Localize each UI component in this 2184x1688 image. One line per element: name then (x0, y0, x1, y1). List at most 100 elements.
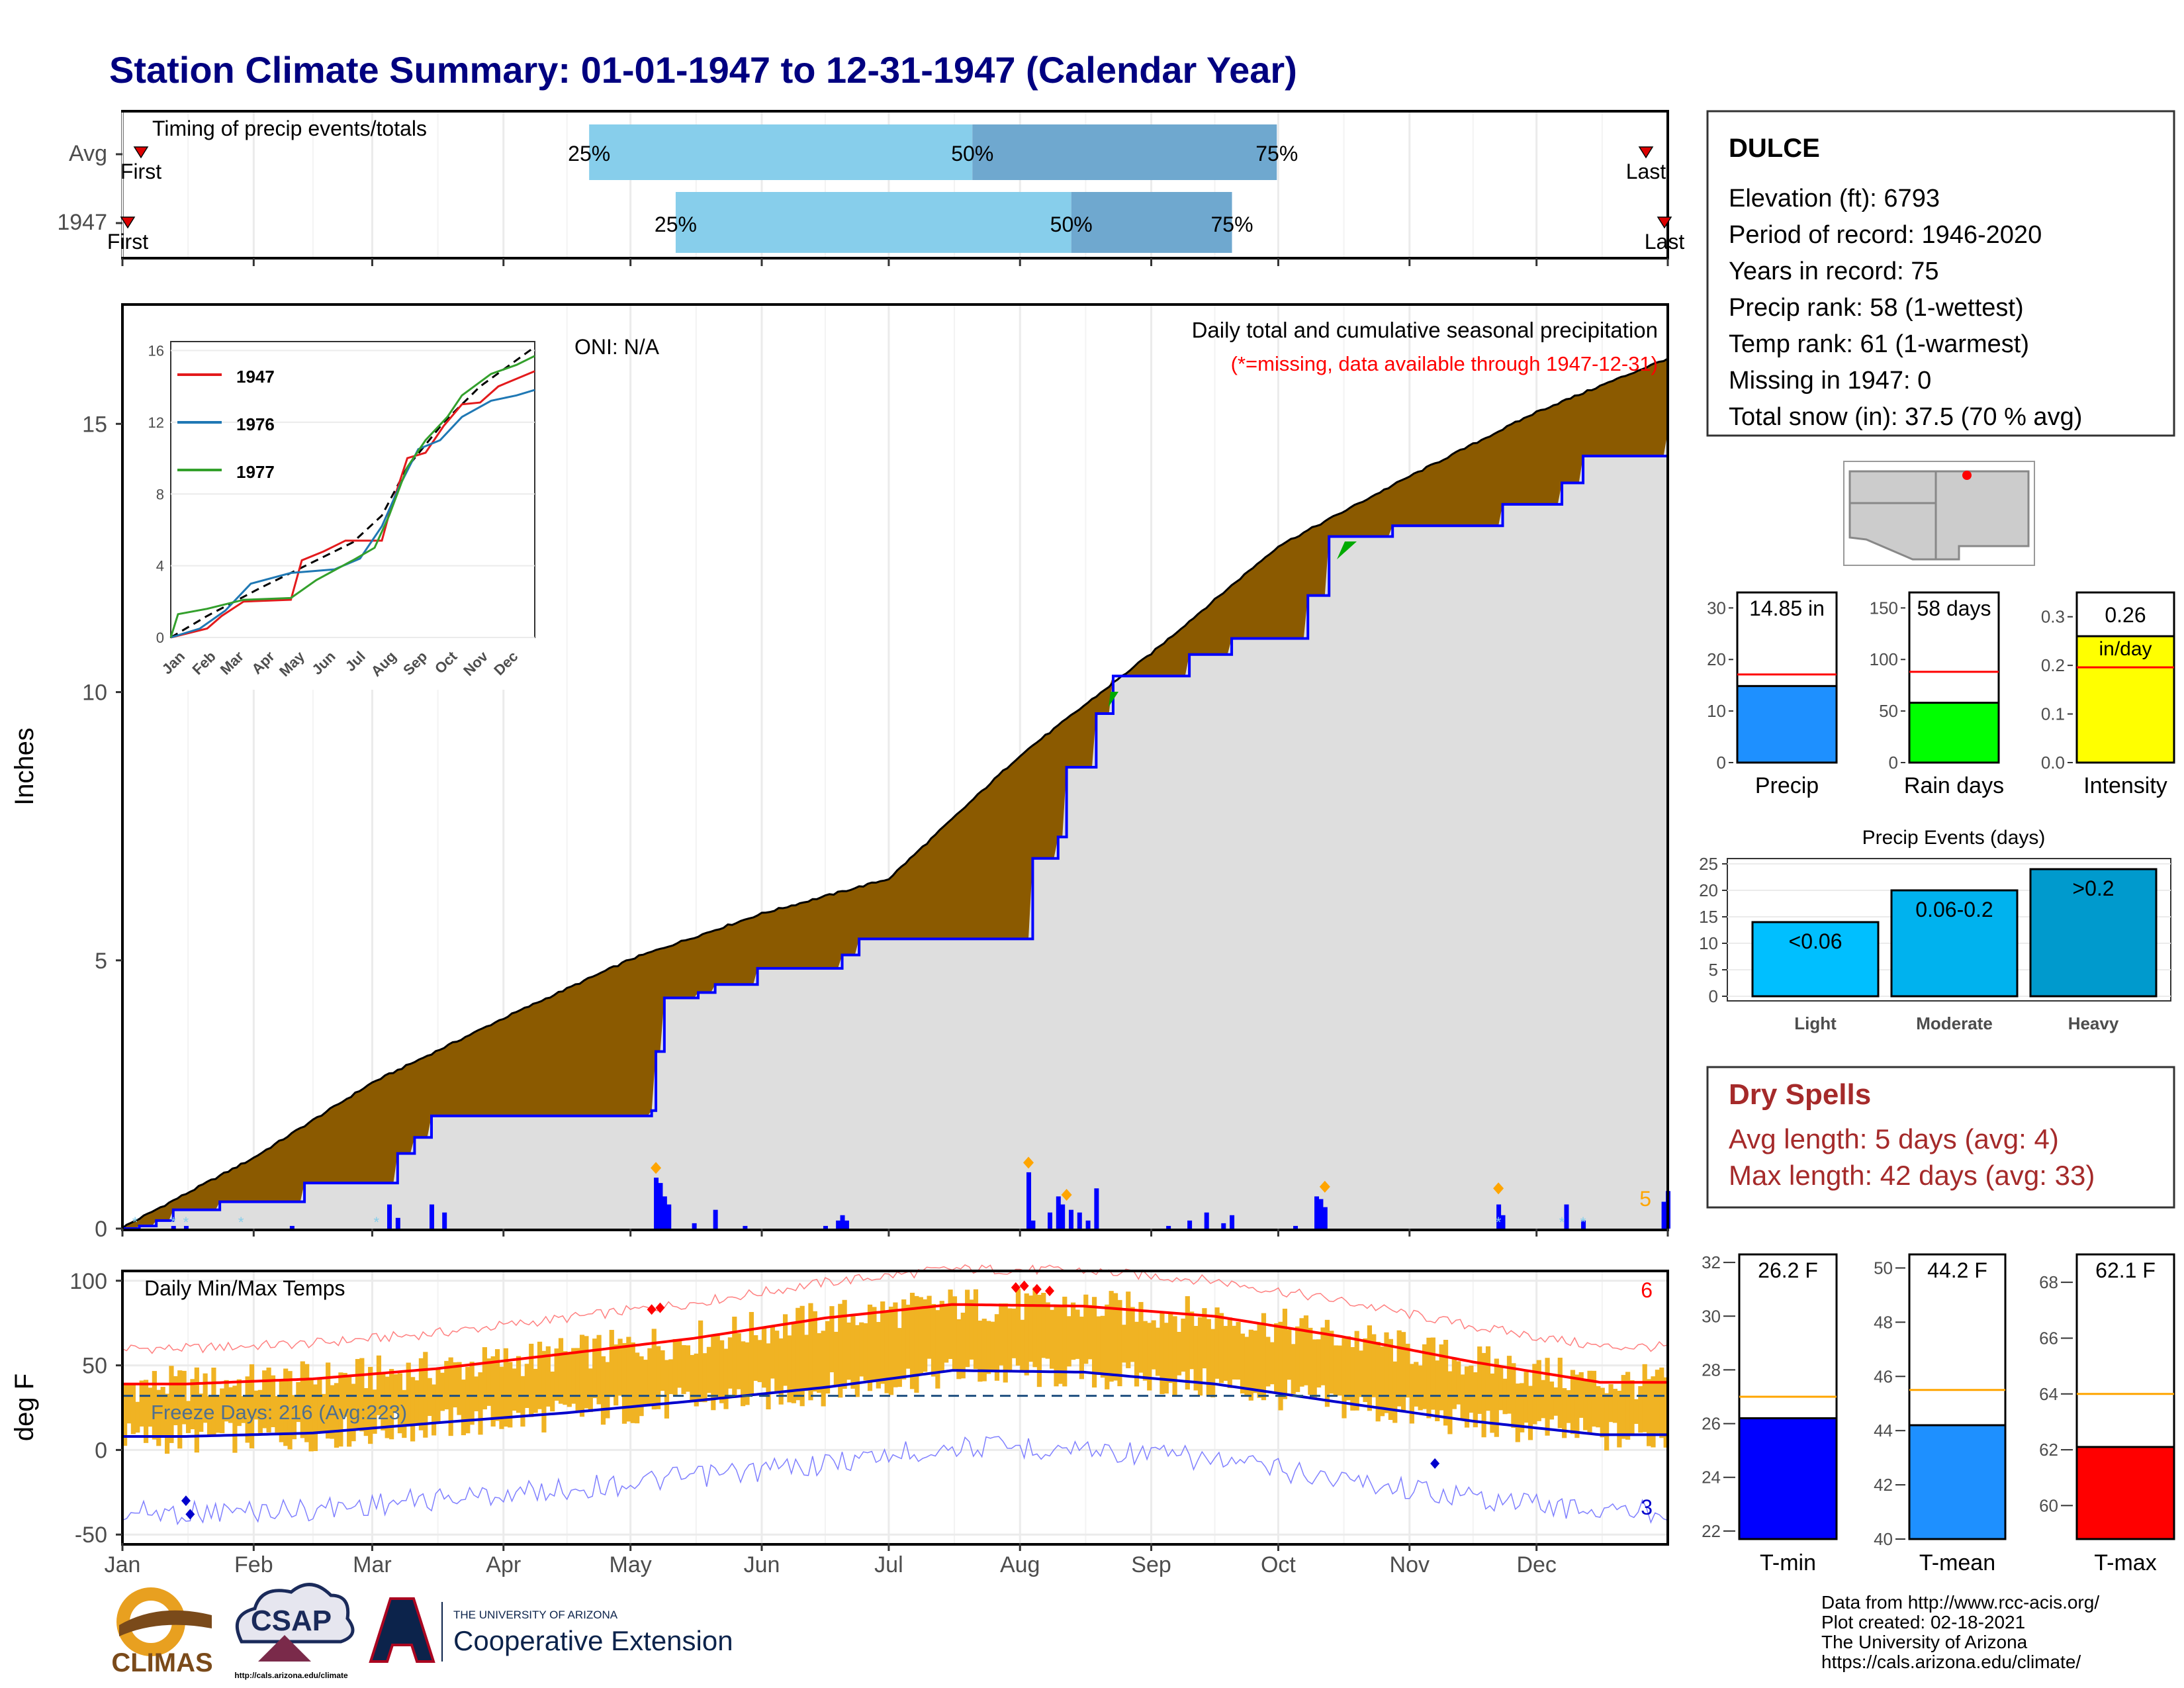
dry-spells-title: Dry Spells (1729, 1078, 1871, 1111)
daily-precip-bar (662, 1196, 667, 1229)
daily-precip-bar (1166, 1225, 1171, 1229)
daily-temp-bar (1435, 1360, 1440, 1422)
daily-temp-bar (651, 1329, 657, 1410)
temp-summary-label: T-mean (1919, 1550, 1995, 1575)
daily-temp-bar (1214, 1307, 1220, 1379)
daily-temp-bar (1185, 1296, 1190, 1390)
daily-temp-bar (685, 1345, 691, 1392)
daily-temp-bar (812, 1311, 817, 1392)
legend-label-1947: 1947 (236, 367, 275, 387)
climas-logo: CLIMAS (111, 1587, 213, 1677)
daily-temp-bar (1232, 1325, 1237, 1380)
daily-temp-bar (614, 1344, 619, 1406)
daily-temp-bar (986, 1321, 991, 1374)
daily-temp-bar (1642, 1364, 1647, 1432)
missing-marker: * (170, 1214, 176, 1231)
daily-temp-bar (1299, 1318, 1304, 1387)
daily-temp-bar (550, 1371, 555, 1412)
temp-summary-tick: 22 (1702, 1521, 1721, 1541)
daily-temp-bar (266, 1367, 271, 1432)
daily-temp-bar (876, 1322, 881, 1389)
daily-temp-bar (287, 1371, 293, 1450)
daily-temp-bar (1028, 1295, 1034, 1362)
precip-subtitle: (*=missing, data available through 1947-… (1231, 352, 1658, 375)
temp-summary-tick: 62 (2039, 1440, 2058, 1460)
last-event-marker (1638, 146, 1654, 159)
daily-temp-bar (181, 1370, 187, 1425)
station-line-temp-rank: Temp rank: 61 (1-warmest) (1729, 330, 2029, 358)
daily-temp-bar (753, 1335, 758, 1381)
daily-temp-bar (1566, 1390, 1571, 1423)
daily-temp-bar (1333, 1345, 1338, 1396)
timing-panel: 25% 50% 75% First Last 25% 50% 75% First Last Tim… (57, 110, 1684, 259)
daily-temp-bar (872, 1307, 877, 1382)
daily-precip-bar (1030, 1220, 1036, 1229)
daily-precip-bar (395, 1217, 400, 1229)
precip-y-tick: 10 (82, 680, 107, 706)
daily-temp-bar (850, 1316, 856, 1389)
daily-temp-bar (160, 1387, 165, 1435)
ua-logo: THE UNIVERSITY OF ARIZONA Cooperative Ex… (369, 1597, 733, 1663)
daily-precip-bar (1085, 1220, 1091, 1229)
daily-precip-bar (713, 1209, 718, 1229)
daily-temp-bar (575, 1348, 580, 1411)
daily-temp-bar (1121, 1325, 1126, 1363)
daily-temp-bar (461, 1380, 466, 1436)
daily-temp-bar (1303, 1315, 1309, 1385)
daily-temp-bar (770, 1325, 775, 1379)
daily-temp-bar (249, 1364, 255, 1448)
daily-temp-bar (1091, 1297, 1097, 1388)
daily-temp-bar (1007, 1308, 1013, 1371)
daily-temp-bar (1596, 1385, 1601, 1428)
daily-temp-bar (1604, 1393, 1610, 1451)
daily-temp-bar (914, 1295, 919, 1393)
daily-temp-bar (660, 1350, 665, 1391)
daily-temp-bar (1202, 1308, 1207, 1369)
daily-temp-bar (702, 1353, 707, 1403)
daily-temp-bar (981, 1319, 987, 1382)
daily-temp-bar (452, 1362, 458, 1408)
record-max-line (122, 1264, 1668, 1354)
summary-value-rain_days: 58 days (1917, 596, 1991, 620)
daily-precip-bar (1314, 1196, 1320, 1229)
daily-temp-bar (1422, 1344, 1428, 1409)
temp-y-tick: -50 (75, 1523, 107, 1548)
daily-temp-bar (596, 1335, 602, 1405)
daily-temp-bar (389, 1369, 394, 1440)
events-bar-value: >0.2 (2072, 876, 2114, 900)
temp-y-tick: 0 (95, 1438, 107, 1463)
temp-summary-tick: 48 (1874, 1312, 1893, 1332)
daily-temp-bar (1578, 1372, 1584, 1418)
events-tick: 0 (1709, 986, 1718, 1006)
location-map (1843, 461, 2035, 566)
daily-temp-bar (757, 1340, 762, 1382)
daily-temp-bar (994, 1314, 1000, 1381)
last-event-marker (1657, 216, 1672, 229)
events-tick: 10 (1699, 933, 1718, 953)
daily-temp-bar (745, 1342, 750, 1405)
daily-temp-bar (842, 1299, 847, 1389)
daily-temp-bar (444, 1360, 449, 1410)
daily-temp-bar (909, 1292, 915, 1389)
daily-temp-bar (1265, 1336, 1271, 1387)
daily-precip-bar (1068, 1209, 1073, 1229)
daily-temp-bar (668, 1359, 674, 1394)
daily-temp-bar (1291, 1344, 1296, 1394)
daily-temp-bar (347, 1376, 352, 1447)
record-min-line (122, 1436, 1668, 1526)
precip-frame-border (121, 303, 1669, 1231)
daily-temp-bar (1600, 1387, 1605, 1438)
station-marker (1962, 471, 1972, 480)
daily-temp-bar (410, 1377, 416, 1442)
month-label: Dec (1516, 1552, 1556, 1577)
daily-temp-bar (203, 1373, 208, 1423)
daily-temp-bar (418, 1358, 424, 1430)
daily-temp-bar (1210, 1329, 1216, 1397)
temp-summary-tick: 60 (2039, 1495, 2058, 1515)
daily-temp-bar (563, 1351, 568, 1405)
csap-logo-text: CSAP (251, 1605, 332, 1637)
daily-temp-bar (317, 1379, 322, 1433)
daily-temp-bar (1587, 1370, 1592, 1434)
daily-temp-bar (1003, 1303, 1008, 1383)
